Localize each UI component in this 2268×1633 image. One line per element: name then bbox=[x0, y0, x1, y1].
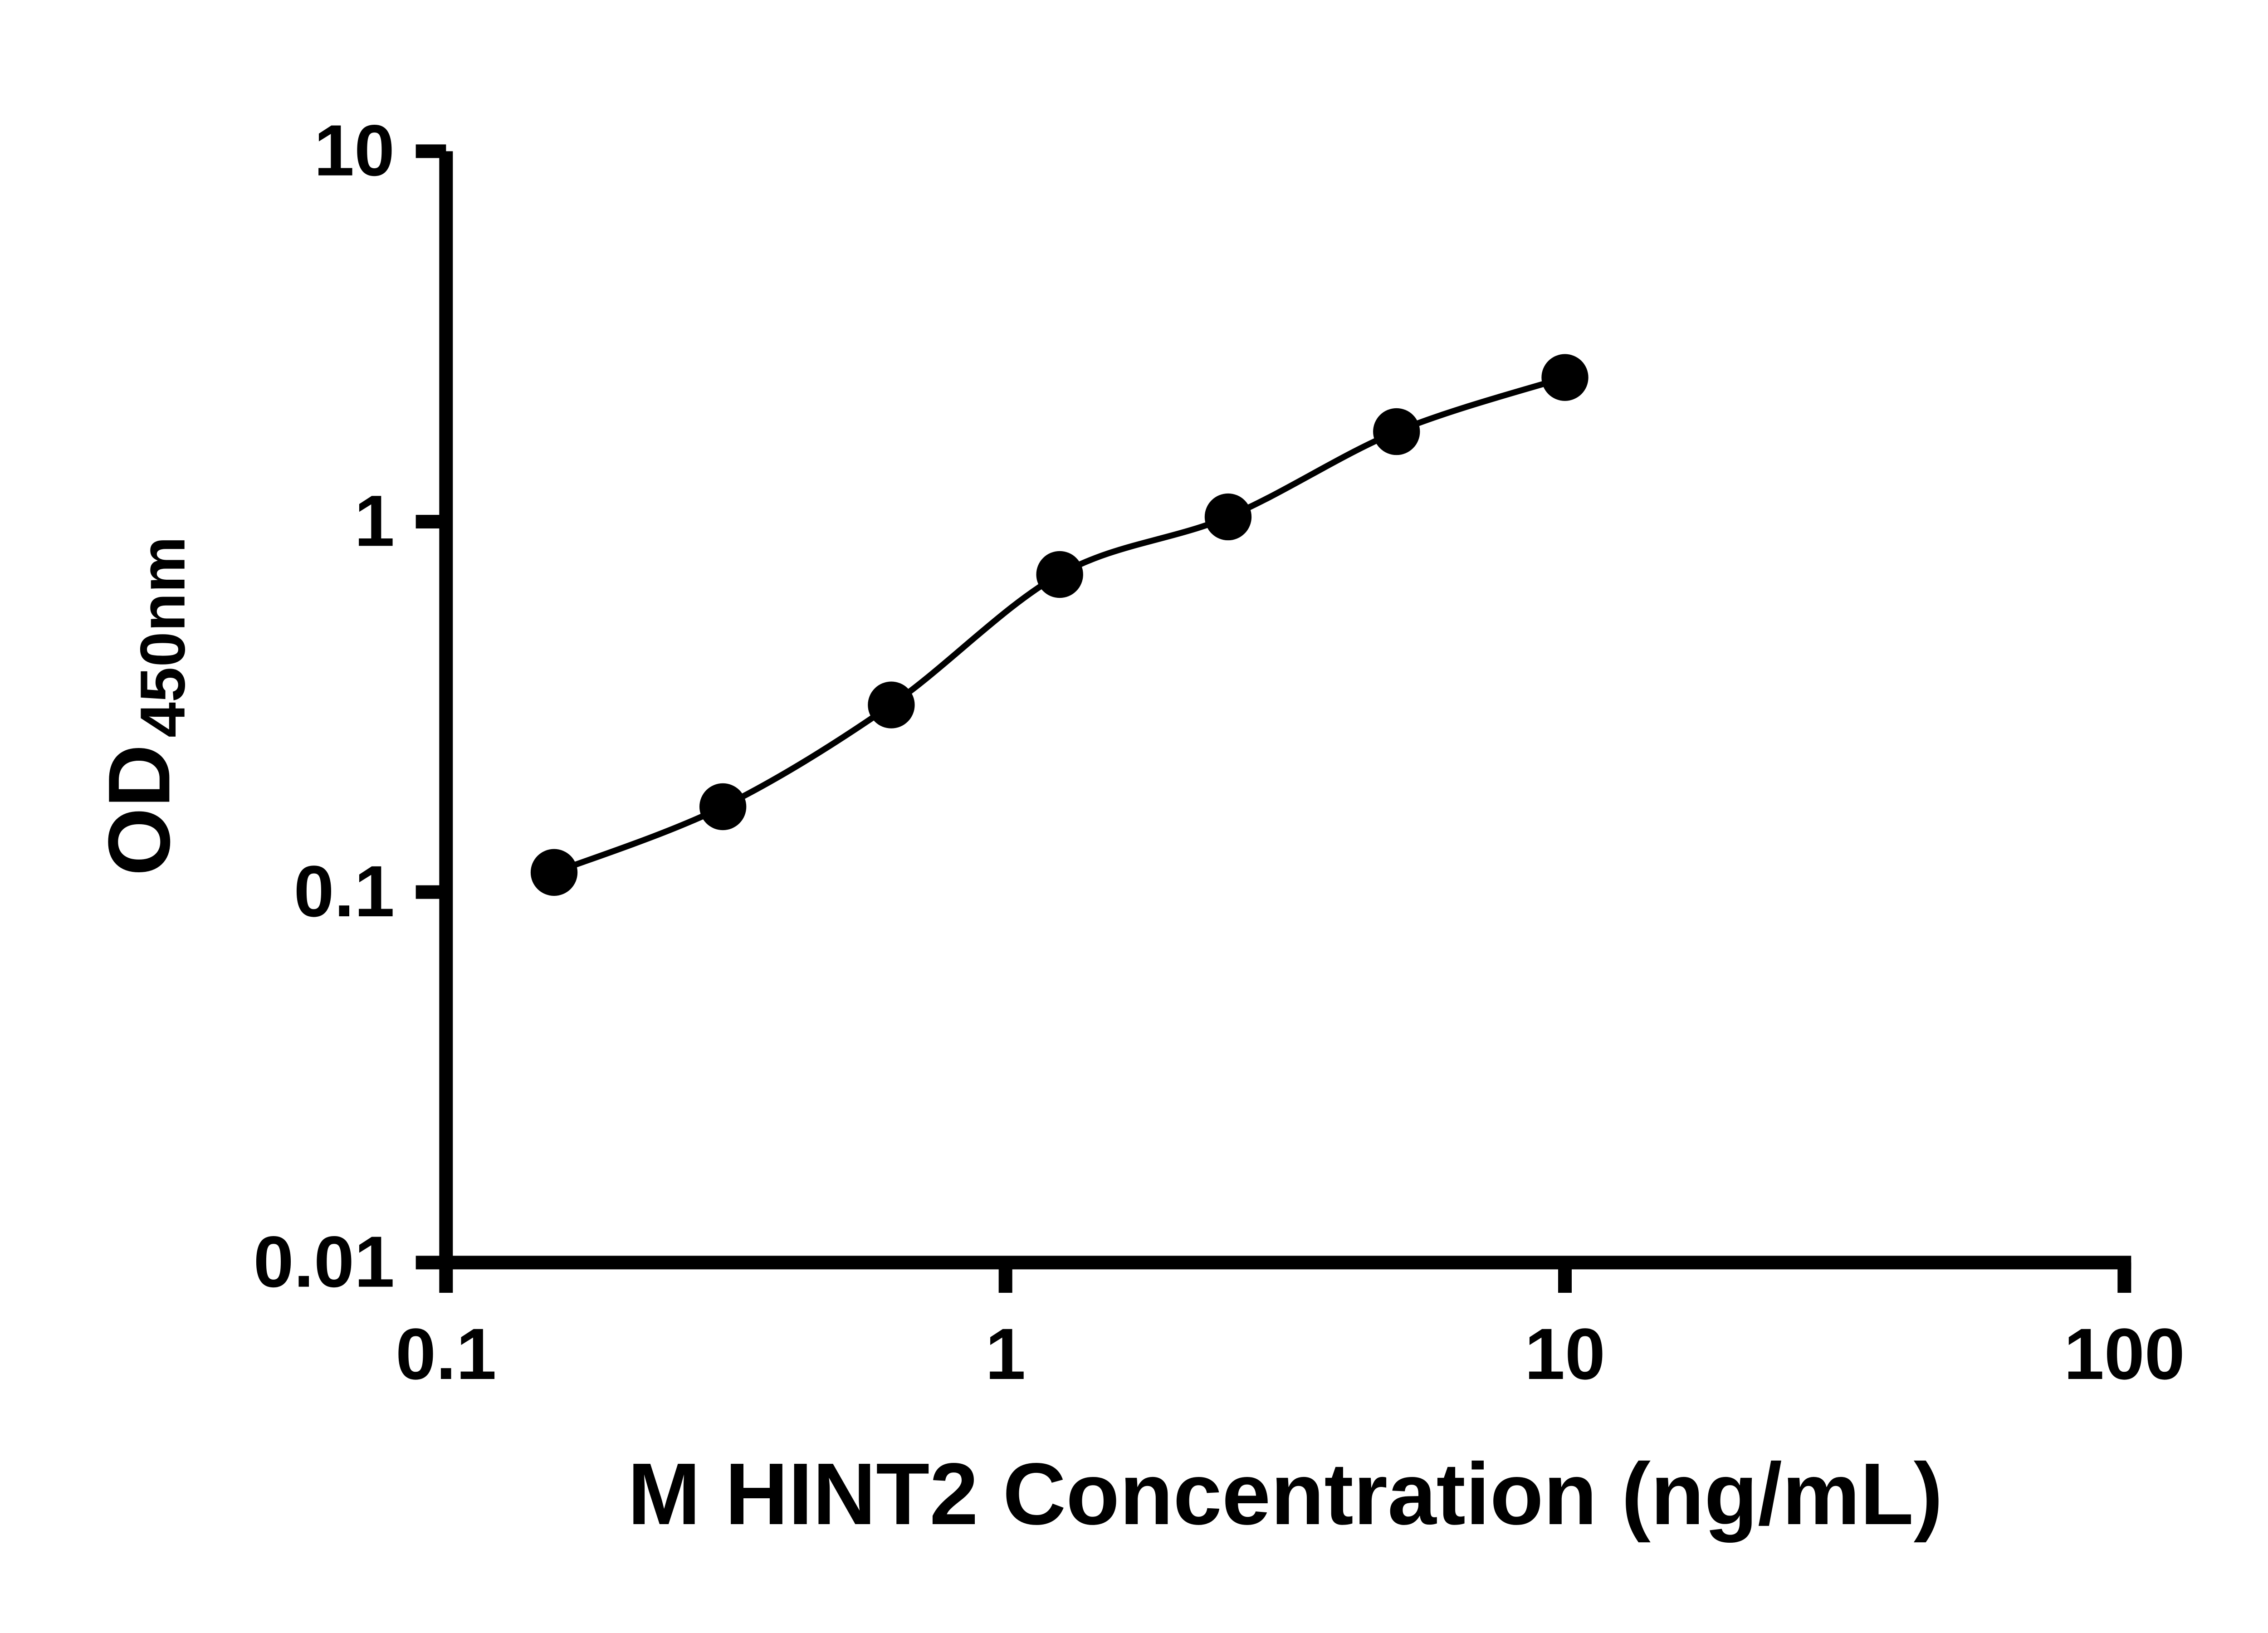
x-tick-label: 10 bbox=[1525, 1313, 1605, 1394]
y-tick-label: 0.01 bbox=[254, 1221, 395, 1302]
data-point bbox=[699, 783, 747, 831]
y-axis-label-subscript: 450nm bbox=[127, 536, 198, 738]
axis-ticks bbox=[415, 144, 2131, 1293]
y-axis-label-main: OD bbox=[90, 744, 188, 876]
data-point bbox=[530, 849, 578, 896]
y-axis-label: OD 450nm bbox=[90, 536, 198, 875]
x-tick-label: 1 bbox=[985, 1313, 1026, 1394]
y-tick-label: 10 bbox=[314, 110, 395, 191]
data-point bbox=[1204, 493, 1252, 541]
data-point bbox=[1036, 551, 1083, 598]
data-point bbox=[1541, 354, 1589, 401]
x-tick-label: 0.1 bbox=[396, 1313, 496, 1394]
data-points-layer bbox=[530, 354, 1589, 896]
y-tick-label: 1 bbox=[354, 480, 395, 561]
data-point bbox=[868, 681, 915, 728]
data-point bbox=[1373, 408, 1420, 455]
x-axis-label: M HINT2 Concentration (ng/mL) bbox=[627, 1445, 1943, 1543]
x-tick-label: 100 bbox=[2064, 1313, 2185, 1394]
y-tick-label: 0.1 bbox=[294, 851, 395, 932]
